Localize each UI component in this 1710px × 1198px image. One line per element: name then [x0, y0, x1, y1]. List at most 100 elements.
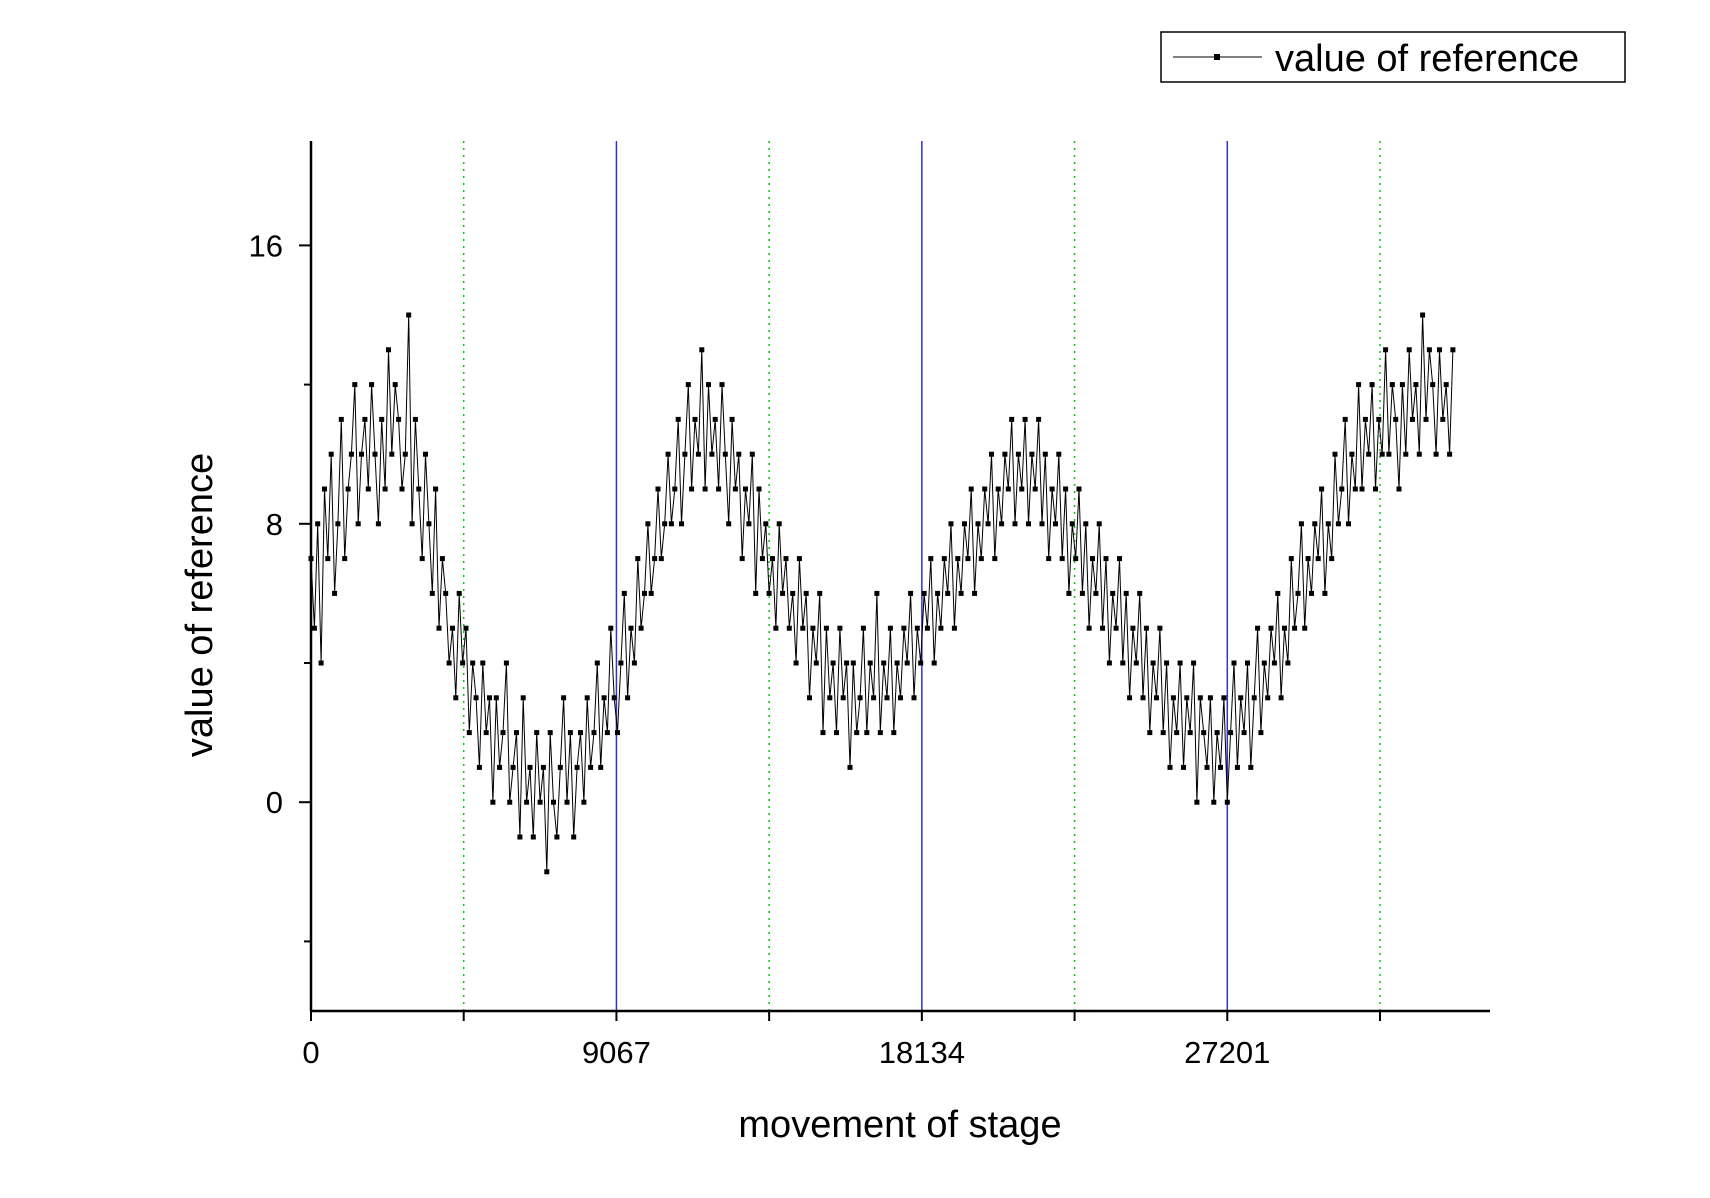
x-tick-label: 27201 [1184, 1035, 1270, 1070]
data-point [1292, 625, 1298, 631]
data-point [571, 834, 577, 840]
data-point [322, 486, 327, 492]
data-point [328, 451, 334, 457]
data-point [524, 799, 530, 805]
data-point [1103, 556, 1109, 562]
data-point [665, 451, 671, 457]
data-point [1416, 451, 1422, 457]
data-point [712, 416, 718, 422]
data-point [1187, 730, 1193, 736]
data-point [840, 695, 846, 701]
data-point [1288, 556, 1294, 562]
data-point [1059, 556, 1065, 562]
data-point [978, 556, 984, 562]
data-point [1255, 625, 1261, 631]
data-point [453, 695, 459, 701]
x-tick-label: 9067 [582, 1035, 651, 1070]
data-point [766, 590, 772, 596]
data-point [584, 695, 590, 701]
data-point [1106, 660, 1112, 666]
data-point [817, 590, 823, 596]
data-point [1359, 486, 1365, 492]
data-point [476, 764, 482, 770]
data-point [402, 451, 408, 457]
data-point [780, 590, 786, 596]
data-point [450, 625, 455, 631]
data-point [1224, 799, 1230, 805]
data-point [1430, 382, 1436, 388]
data-point [648, 590, 654, 596]
data-series [308, 312, 1456, 875]
data-point [379, 416, 385, 422]
data-point [1312, 521, 1318, 527]
data-point [359, 451, 364, 457]
data-point [999, 521, 1005, 527]
data-point [382, 486, 388, 492]
data-point [338, 416, 344, 422]
data-point [1194, 799, 1200, 805]
data-point [931, 660, 937, 666]
data-point [1238, 695, 1244, 701]
data-point [770, 556, 775, 562]
data-point [466, 730, 472, 736]
data-point [392, 382, 398, 388]
data-point [372, 451, 378, 457]
data-point [1167, 764, 1173, 770]
data-point [325, 556, 331, 562]
data-point [618, 660, 624, 666]
data-point [1346, 521, 1351, 527]
data-point [348, 451, 354, 457]
data-point [315, 521, 321, 527]
data-point [530, 834, 536, 840]
data-point [1386, 451, 1392, 457]
data-point [1450, 347, 1456, 353]
data-point [375, 521, 381, 527]
data-point [682, 451, 688, 457]
data-point [908, 590, 914, 596]
data-point [332, 590, 338, 596]
data-point [955, 556, 961, 562]
data-point [480, 660, 486, 666]
data-point [1376, 416, 1382, 422]
data-point [914, 625, 920, 631]
data-point [1221, 695, 1227, 701]
data-point [1157, 625, 1163, 631]
data-point [635, 556, 641, 562]
data-point [844, 660, 850, 666]
data-point [1298, 521, 1304, 527]
data-point [722, 451, 728, 457]
data-point [756, 486, 762, 492]
x-axis-title: movement of stage [738, 1104, 1061, 1146]
data-point [962, 521, 967, 527]
data-point [975, 521, 981, 527]
data-point [365, 486, 371, 492]
data-point [642, 590, 647, 596]
data-point [1022, 416, 1028, 422]
data-point [702, 486, 708, 492]
data-point [911, 695, 917, 701]
data-point [470, 660, 476, 666]
data-point [958, 590, 964, 596]
data-point [311, 625, 317, 631]
data-point [746, 521, 752, 527]
data-point [982, 486, 988, 492]
data-point [850, 660, 856, 666]
data-point [604, 730, 610, 736]
data-point [1241, 730, 1247, 736]
data-point [1278, 695, 1284, 701]
series-line [310, 314, 1454, 872]
data-point [1302, 625, 1308, 631]
data-point [830, 660, 836, 666]
data-point [588, 764, 594, 770]
y-tick-label: 16 [249, 228, 283, 263]
data-point [493, 695, 499, 701]
data-point [574, 764, 580, 770]
data-point [1258, 730, 1264, 736]
data-point [540, 764, 546, 770]
data-point [1009, 416, 1015, 422]
data-point [1147, 730, 1153, 736]
data-point [1117, 556, 1122, 562]
data-point [1399, 382, 1405, 388]
data-point [1086, 625, 1092, 631]
